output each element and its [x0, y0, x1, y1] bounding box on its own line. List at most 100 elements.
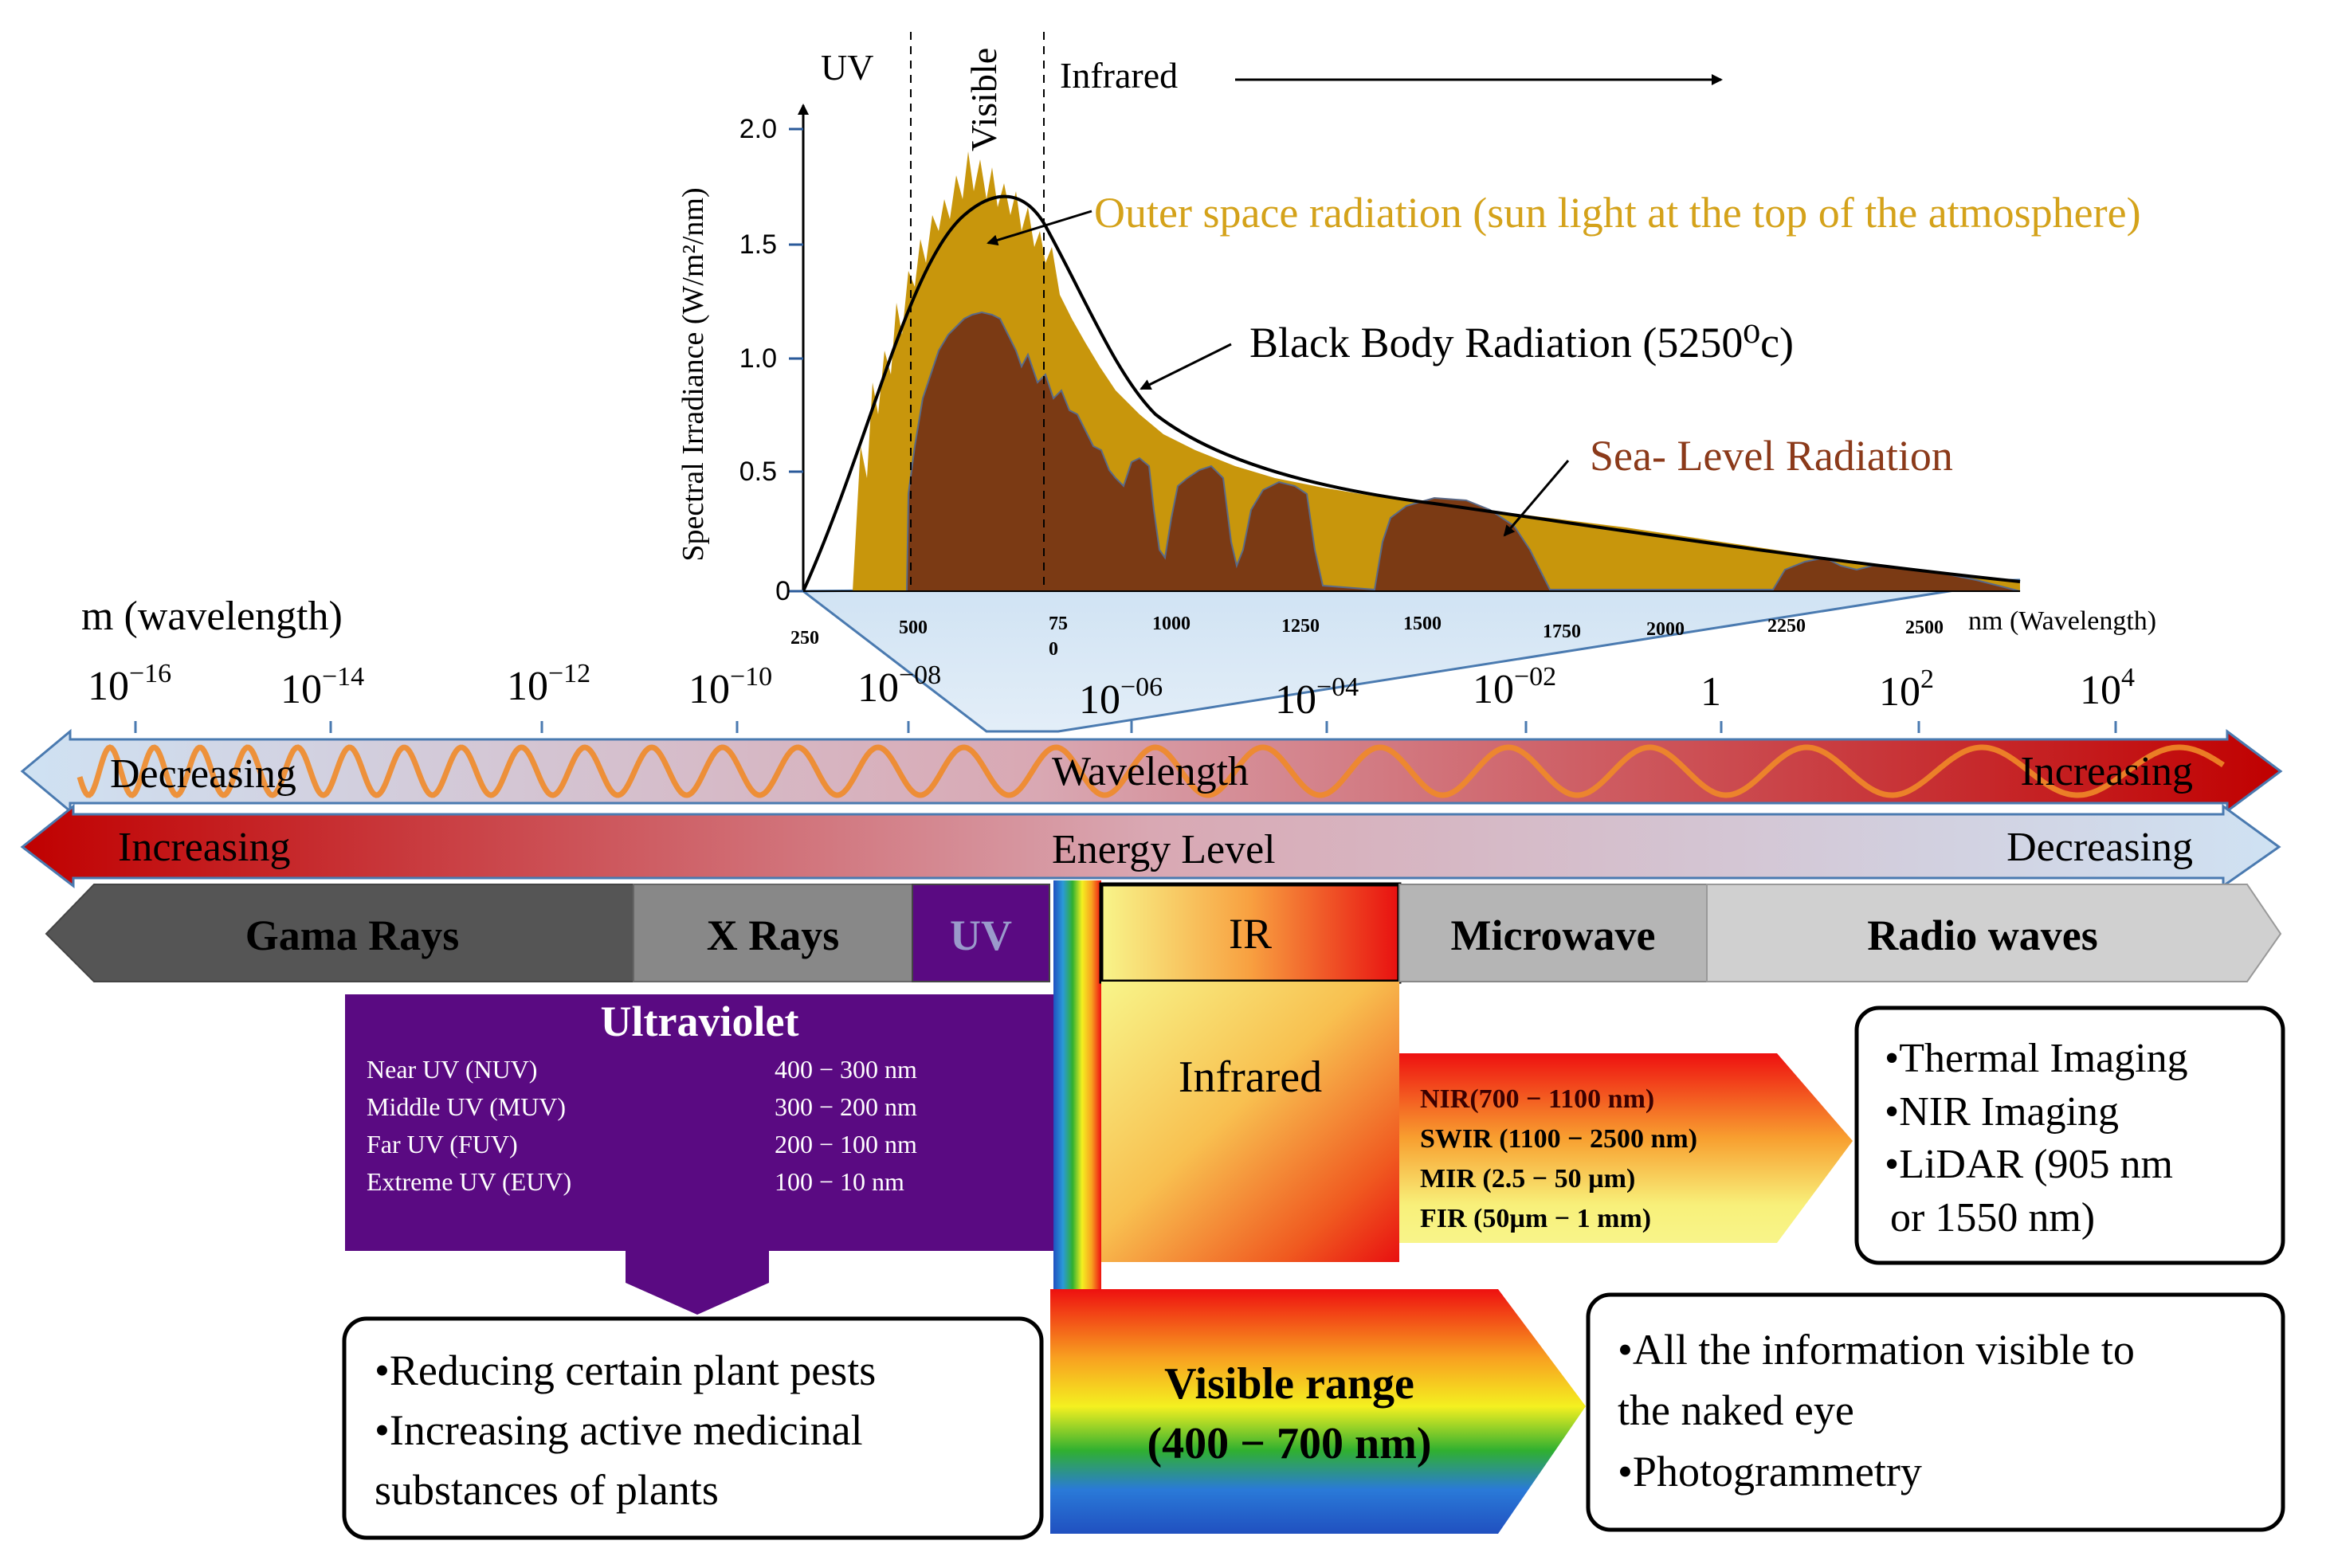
y-tick-0.5: 0.5 — [739, 457, 777, 487]
tick-1e-06: 10−06 — [1079, 672, 1163, 723]
tick-1e-14: 10−14 — [280, 662, 364, 712]
band-microwave — [1398, 884, 1708, 982]
tick-1e-04: 10−04 — [1275, 672, 1359, 723]
sea-level-radiation-area — [905, 311, 2021, 592]
ultraviolet-panel: Ultraviolet Near UV (NUV) 400 − 300 nm M… — [345, 994, 1053, 1315]
tick-1e-08: 10−08 — [857, 661, 941, 711]
wavelength-scale: m (wavelength) 10−16 10−14 10−12 10−10 1… — [81, 594, 2135, 733]
x-tick-1750: 1750 — [1543, 621, 1581, 642]
black-body-pointer — [1140, 343, 1232, 390]
x-tick-2250: 2250 — [1767, 616, 1806, 637]
tick-1e-10: 10−10 — [688, 662, 772, 712]
ir-app-line-2: •NIR Imaging — [1885, 1089, 2119, 1135]
uv-row-range-fuv: 200 − 100 nm — [775, 1130, 917, 1158]
infrared-subbands-arrow: NIR(700 − 1100 nm) SWIR (1100 − 2500 nm)… — [1399, 1053, 1853, 1243]
x-tick-75: 75 — [1049, 613, 1068, 634]
ir-app-line-4: or 1550 nm) — [1890, 1195, 2095, 1241]
band-microwave-label: Microwave — [1451, 911, 1656, 959]
visible-app-line-1: •All the information visible to — [1618, 1326, 2135, 1374]
energy-bar-center: Energy Level — [1052, 827, 1276, 872]
tick-1e-12: 10−12 — [507, 659, 590, 709]
uv-applications-box: •Reducing certain plant pests •Increasin… — [342, 1316, 1044, 1540]
wavelength-scale-title: m (wavelength) — [81, 594, 343, 639]
visible-app-line-3: •Photogrammetry — [1618, 1448, 1922, 1495]
x-tick-1000: 1000 — [1152, 613, 1190, 634]
wavelength-bar-right: Increasing — [2020, 749, 2193, 794]
ir-applications-box: •Thermal Imaging •NIR Imaging •LiDAR (90… — [1854, 1005, 2285, 1265]
band-x-rays — [633, 884, 913, 982]
wavelength-bar-center: Wavelength — [1052, 749, 1249, 794]
y-tick-marks — [789, 127, 803, 593]
spectrum-chart: 2.0 1.5 1.0 0.5 0 Spectral Irradiance (W… — [677, 32, 2156, 733]
tick-1: 1 — [1700, 669, 1721, 715]
visible-rainbow-strip — [1053, 880, 1101, 1295]
uv-row-name-fuv: Far UV (FUV) — [367, 1130, 518, 1158]
sea-level-pointer — [1503, 460, 1570, 537]
y-tick-2.0: 2.0 — [739, 114, 777, 144]
band-radio-label: Radio waves — [1867, 911, 2098, 959]
zoom-funnel — [799, 578, 2021, 733]
wavelength-tick-marks — [134, 721, 2117, 733]
band-gamma-label: Gama Rays — [245, 911, 460, 959]
infrared-panel: Infrared — [1101, 982, 1399, 1262]
uv-row-name-muv: Middle UV (MUV) — [367, 1092, 566, 1121]
tick-1e-16: 10−16 — [88, 659, 171, 709]
visible-range-value: (400 − 700 nm) — [1147, 1419, 1432, 1468]
x-tick-1500: 1500 — [1403, 613, 1442, 634]
band-radio-waves — [1706, 884, 2282, 982]
black-body-curve — [802, 194, 2021, 592]
visible-app-line-2: the naked eye — [1618, 1386, 1854, 1434]
ir-app-line-3: •LiDAR (905 nm — [1885, 1142, 2173, 1187]
region-uv-label: UV — [821, 47, 873, 88]
ir-app-line-1: •Thermal Imaging — [1885, 1036, 2188, 1081]
x-tick-500: 500 — [899, 617, 928, 638]
uv-app-line-1: •Reducing certain plant pests — [375, 1347, 876, 1394]
x-tick-labels: 250 500 75 0 1000 1250 1500 1750 2000 22… — [790, 613, 1944, 660]
band-xray-label: X Rays — [707, 911, 840, 959]
x-tick-2500: 2500 — [1905, 617, 1944, 638]
outer-space-radiation-label: Outer space radiation (sun light at the … — [1094, 189, 2141, 237]
sea-level-radiation-label: Sea- Level Radiation — [1590, 432, 1953, 480]
visible-applications-box: •All the information visible to the nake… — [1586, 1292, 2285, 1532]
x-tick-250: 250 — [790, 628, 819, 649]
x-tick-0: 0 — [1049, 639, 1058, 660]
ir-subband-swir: SWIR (1100 − 2500 nm) — [1420, 1124, 1697, 1154]
energy-bar: Increasing Energy Level Decreasing — [20, 803, 2281, 889]
visible-range-title: Visible range — [1164, 1359, 1414, 1409]
uv-row-range-muv: 300 − 200 nm — [775, 1092, 917, 1121]
uv-app-line-2: •Increasing active medicinal — [375, 1406, 863, 1454]
tick-1e-02: 10−02 — [1473, 662, 1556, 712]
spectrum-bands: Gama Rays X Rays UV IR Microwave Radio w… — [45, 880, 2282, 1295]
wavelength-bar-left: Decreasing — [110, 751, 296, 797]
y-axis-label: Spectral Irradiance (W/m²/nm) — [677, 187, 710, 561]
x-tick-1250: 1250 — [1281, 616, 1320, 637]
x-unit-label: nm (Wavelength) — [1968, 606, 2156, 636]
black-body-radiation-label: Black Body Radiation (5250⁰c) — [1249, 319, 1794, 367]
energy-bar-left: Increasing — [118, 825, 291, 870]
region-visible-label: Visible — [963, 48, 1004, 151]
y-tick-0: 0 — [775, 576, 790, 606]
outer-space-pointer — [987, 210, 1092, 246]
ir-subband-nir: NIR(700 − 1100 nm) — [1420, 1084, 1654, 1114]
uv-row-range-nuv: 400 − 300 nm — [775, 1055, 917, 1084]
band-uv — [912, 884, 1050, 982]
ultraviolet-title: Ultraviolet — [601, 998, 799, 1045]
ir-subband-mir: MIR (2.5 − 50 µm) — [1420, 1164, 1635, 1194]
tick-1e2: 102 — [1879, 664, 1934, 715]
band-ir-label: IR — [1229, 910, 1272, 958]
uv-row-name-nuv: Near UV (NUV) — [367, 1055, 537, 1084]
uv-row-range-euv: 100 − 10 nm — [775, 1167, 904, 1196]
region-infrared-label: Infrared — [1060, 55, 1178, 96]
wavelength-tick-labels: 10−16 10−14 10−12 10−10 10−08 10−06 10−0… — [88, 659, 2135, 723]
infrared-title: Infrared — [1179, 1053, 1322, 1102]
wave-signal — [76, 744, 2225, 798]
ir-subband-fir: FIR (50µm − 1 mm) — [1420, 1204, 1651, 1233]
x-tick-2000: 2000 — [1646, 619, 1685, 640]
y-tick-1.5: 1.5 — [739, 229, 777, 260]
visible-range-arrow: Visible range (400 − 700 nm) — [1050, 1289, 1586, 1534]
wavelength-bar: Decreasing Wavelength Increasing — [20, 728, 2283, 814]
uv-app-line-3: substances of plants — [375, 1466, 719, 1514]
band-uv-label: UV — [950, 911, 1012, 959]
uv-row-name-euv: Extreme UV (EUV) — [367, 1167, 571, 1196]
